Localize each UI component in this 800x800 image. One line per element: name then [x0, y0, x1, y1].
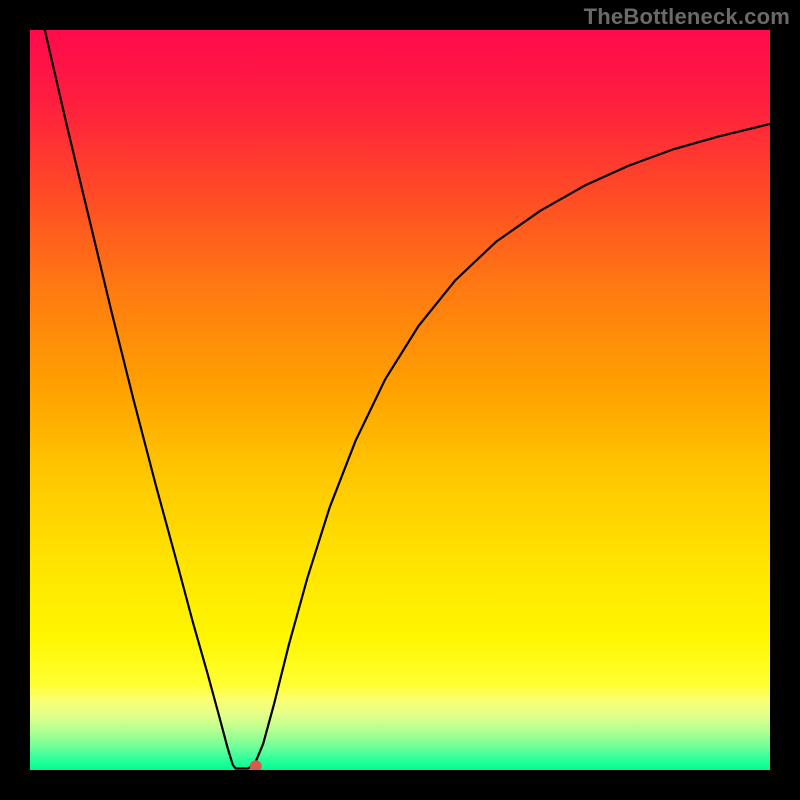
plot-area — [30, 30, 770, 770]
gradient-background — [30, 30, 770, 770]
chart-container: TheBottleneck.com — [0, 0, 800, 800]
plot-svg — [30, 30, 770, 770]
watermark-text: TheBottleneck.com — [584, 4, 790, 30]
